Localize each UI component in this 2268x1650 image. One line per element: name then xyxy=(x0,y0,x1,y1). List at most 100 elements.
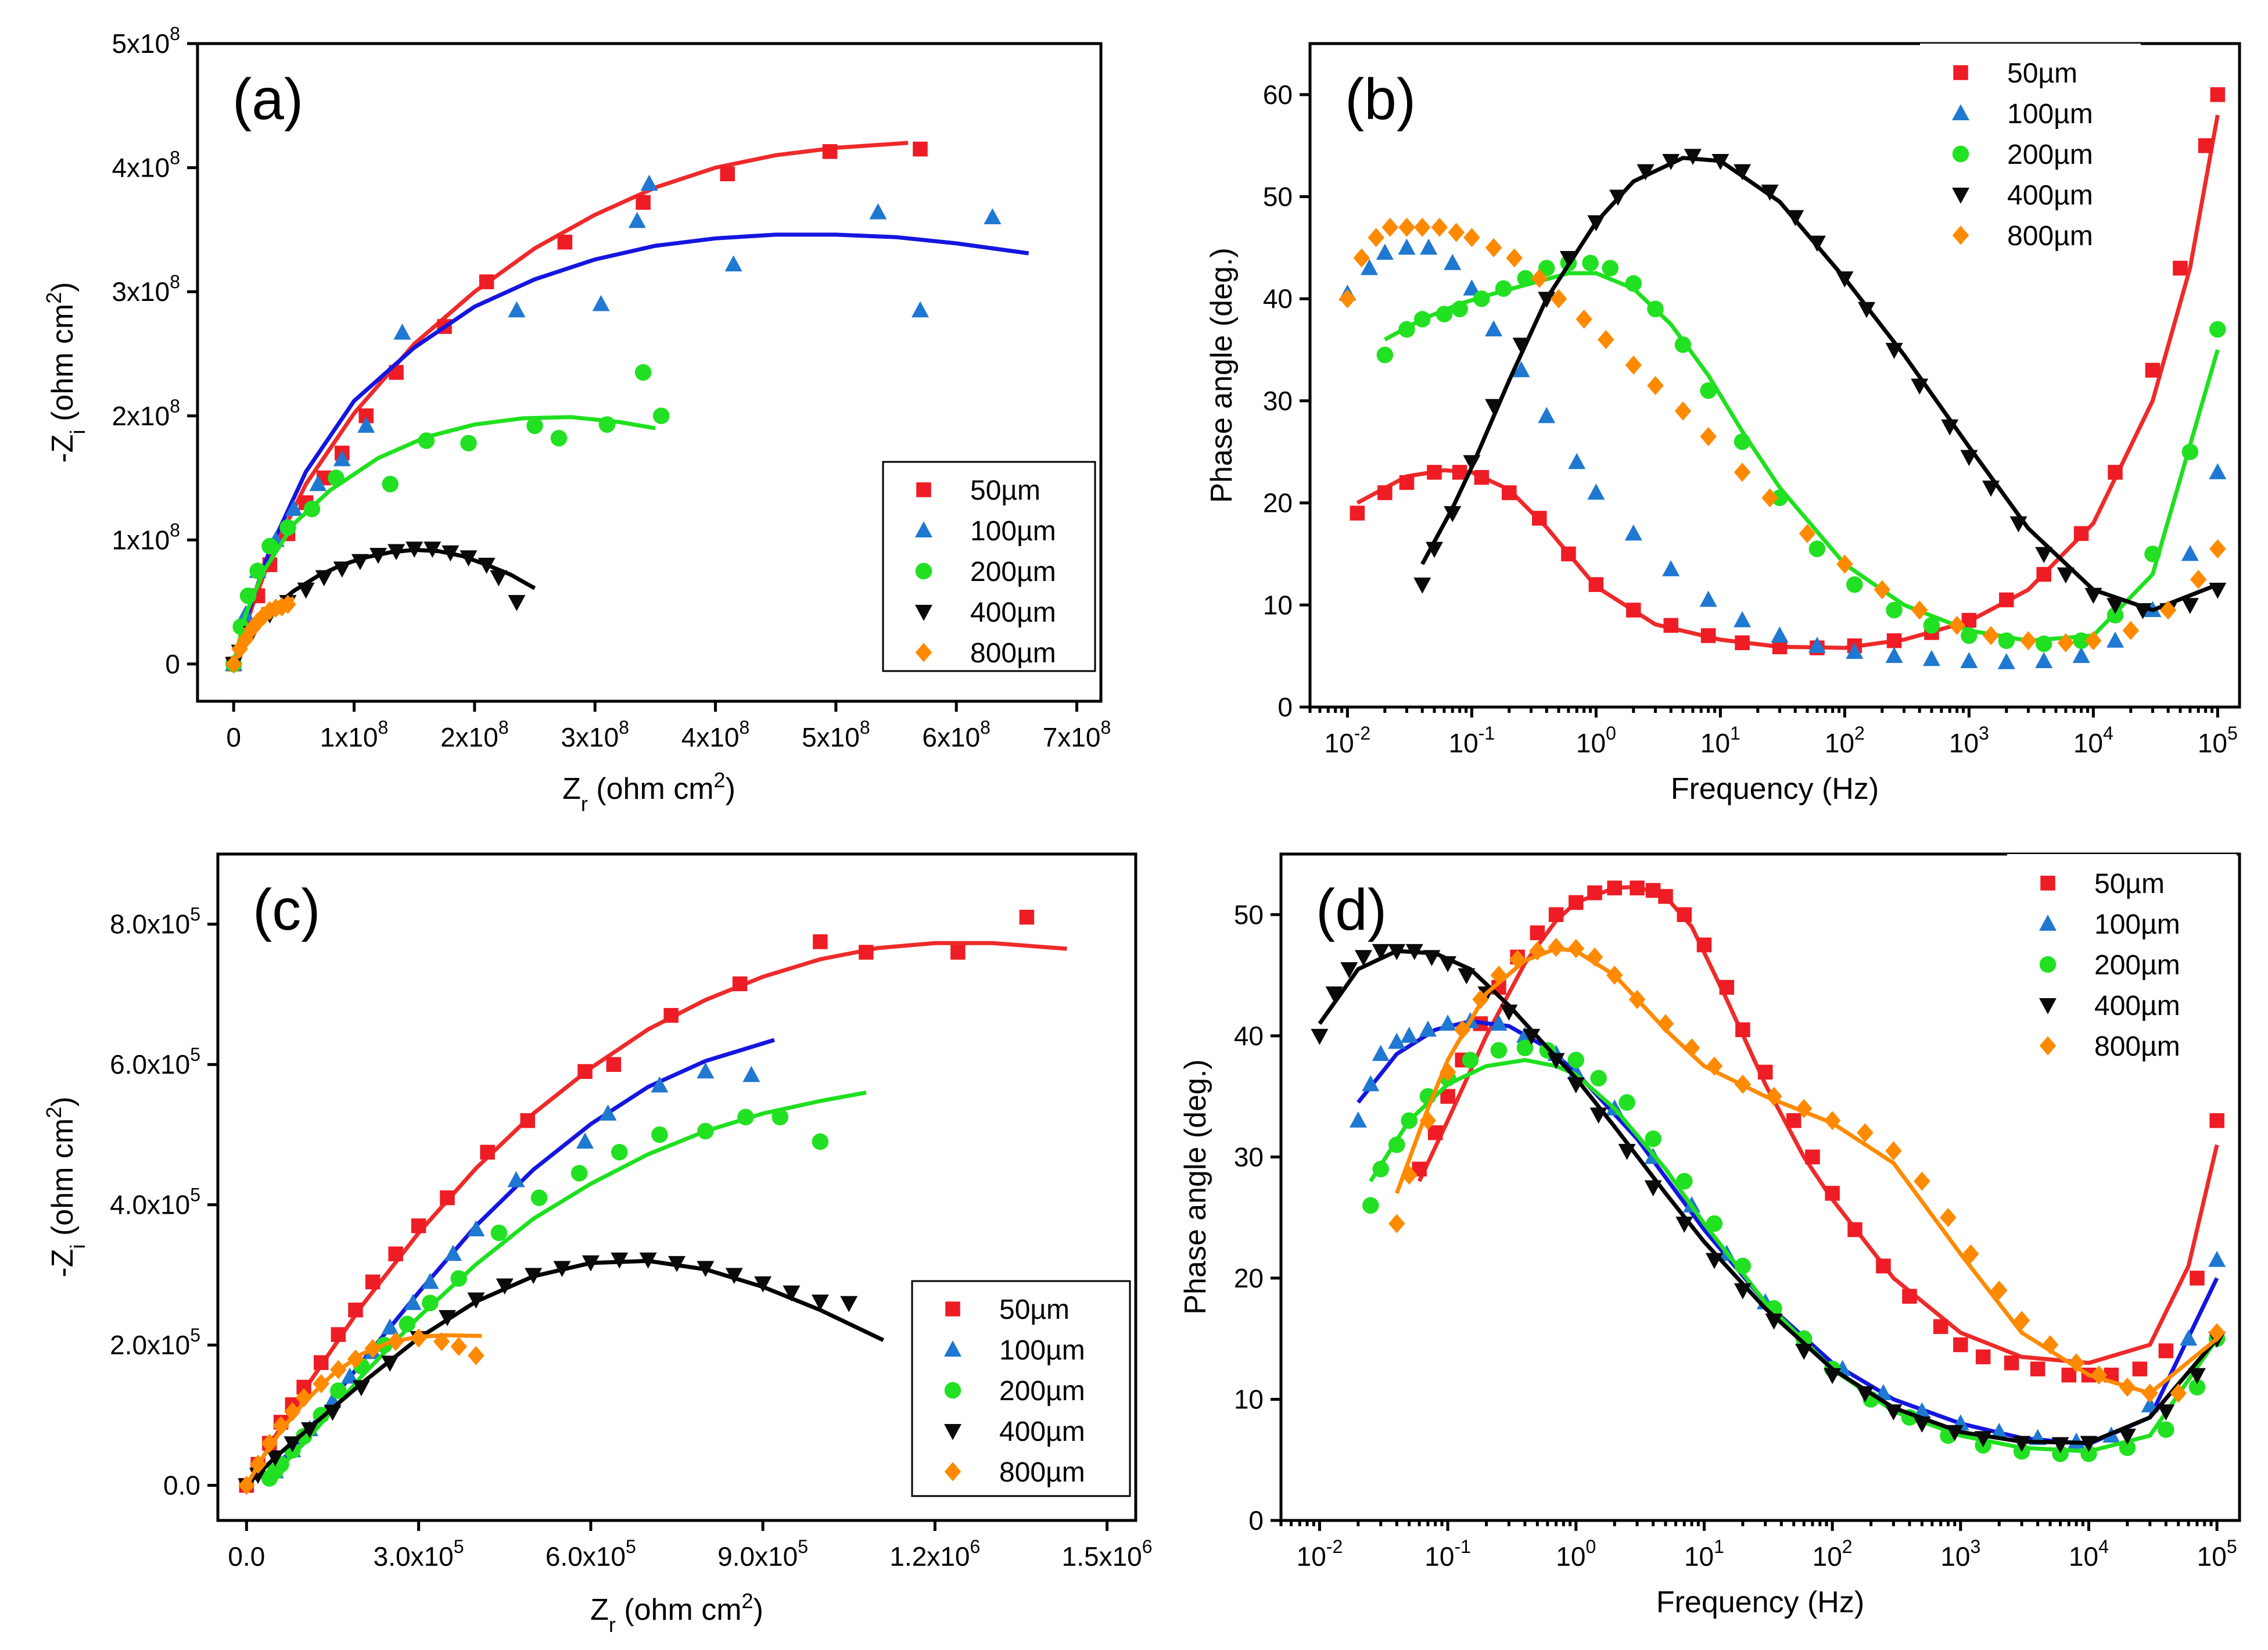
panel-a-point-100µm xyxy=(724,255,742,272)
panel-a-legend-marker-800µm xyxy=(915,643,932,662)
panel-b-fit-line-50µm xyxy=(1356,114,2220,650)
panel-d-point-400µm xyxy=(1913,1416,1931,1433)
panel-c-legend-marker-400µm xyxy=(944,1424,961,1440)
panel-b-legend-label: 400µm xyxy=(2007,180,2093,211)
panel-b-point-400µm xyxy=(1808,235,1826,252)
panel-b-point-200µm xyxy=(1961,627,1978,644)
panel-b-point-200µm xyxy=(1700,382,1717,399)
panel-b-ytick-label: 30 xyxy=(1263,386,1293,416)
panel-a-point-50µm xyxy=(822,144,838,159)
panel-d-point-800µm xyxy=(1454,1020,1471,1039)
panel-c-point-800µm xyxy=(347,1349,364,1369)
panel-b-point-800µm xyxy=(1431,217,1448,237)
panel-c-point-800µm xyxy=(238,1476,255,1495)
panel-b-point-200µm xyxy=(1886,601,1903,619)
panel-d-point-400µm xyxy=(1500,1005,1518,1021)
panel-c-point-400µm xyxy=(553,1261,571,1278)
panel-d-xtick-label: 10-1 xyxy=(1424,1536,1471,1572)
panel-b-xtick-label: 105 xyxy=(2198,723,2238,758)
panel-c-point-800µm xyxy=(313,1374,329,1394)
panel-b-point-400µm xyxy=(2035,547,2053,564)
panel-c-point-400µm xyxy=(381,1355,399,1372)
panel-c-xtick-label: 3.0x105 xyxy=(374,1536,464,1572)
panel-d-xtick-label: 10-2 xyxy=(1297,1536,1343,1572)
panel-d-point-200µm xyxy=(1734,1257,1752,1275)
panel-b-point-100µm xyxy=(1960,652,1978,668)
panel-d-point-400µm xyxy=(1618,1143,1636,1160)
panel-d-point-100µm xyxy=(1439,1014,1457,1031)
panel-c-series-400µm xyxy=(238,1252,885,1495)
panel-d-point-800µm xyxy=(1962,1244,1979,1264)
panel-d-point-200µm xyxy=(1401,1112,1418,1129)
panel-d-point-400µm xyxy=(1824,1368,1842,1384)
panel-c-point-800µm xyxy=(410,1328,427,1348)
panel-d-xtick-label: 101 xyxy=(1684,1536,1724,1572)
panel-d-point-200µm xyxy=(1676,1172,1693,1190)
panel-d-legend-marker-50µm xyxy=(2040,876,2055,891)
panel-b-point-100µm xyxy=(1587,483,1605,500)
panel-b-point-800µm xyxy=(1598,330,1614,350)
panel-d-point-400µm xyxy=(1856,1386,1874,1402)
panel-d-point-50µm xyxy=(1645,883,1661,898)
panel-d-point-400µm xyxy=(1885,1404,1903,1421)
panel-b-point-800µm xyxy=(1381,217,1398,237)
panel-b-fit-line-200µm xyxy=(1384,271,2220,643)
panel-c-point-50µm xyxy=(1019,909,1035,925)
panel-d-point-100µm xyxy=(1388,1032,1406,1049)
panel-b-ytick-label: 0 xyxy=(1277,692,1293,722)
panel-b-point-800µm xyxy=(1398,217,1415,237)
panel-d-xtick-label: 102 xyxy=(1813,1536,1853,1572)
panel-d-point-50µm xyxy=(1847,1222,1863,1238)
panel-b-point-200µm xyxy=(2106,607,2124,624)
panel-a-legend-marker-400µm xyxy=(915,605,932,621)
panel-b-point-800µm xyxy=(2085,631,2102,651)
panel-d-point-400µm xyxy=(2118,1429,2136,1445)
panel-c-point-200µm xyxy=(812,1133,829,1150)
panel-c-frame xyxy=(216,852,1137,1522)
panel-b-point-100µm xyxy=(1846,643,1864,659)
panel-b-point-800µm xyxy=(1874,580,1891,600)
panel-a-point-200µm xyxy=(418,432,435,449)
panel-b-point-400µm xyxy=(1885,343,1903,359)
panel-b-xtick-label: 103 xyxy=(1949,723,1989,758)
panel-d-point-50µm xyxy=(1876,1258,1891,1274)
panel-b-xtick-label: 100 xyxy=(1576,723,1616,758)
panel-d-ytick-label: 0 xyxy=(1248,1505,1264,1536)
panel-b-point-50µm xyxy=(1399,475,1415,490)
panel-a-xtick-label: 3x108 xyxy=(561,717,629,752)
panel-b-point-400µm xyxy=(1786,210,1804,227)
panel-a-point-400µm xyxy=(387,544,405,561)
panel-d-point-800µm xyxy=(1388,1214,1405,1233)
panel-c-point-400µm xyxy=(725,1268,743,1285)
panel-b-point-400µm xyxy=(2181,598,2199,615)
panel-b-point-800µm xyxy=(1506,248,1523,268)
panel-b-point-800µm xyxy=(1911,600,1928,620)
panel-a-point-400µm xyxy=(490,570,508,587)
panel-a-legend-label: 50µm xyxy=(970,475,1040,506)
panel-b-point-50µm xyxy=(1561,546,1576,562)
panel-a-point-100µm xyxy=(357,417,375,433)
panel-b-point-800µm xyxy=(1368,228,1384,248)
panel-a-point-800µm xyxy=(279,594,296,614)
panel-a-point-50µm xyxy=(636,195,651,210)
panel-b-point-200µm xyxy=(2181,443,2199,461)
panel-d-legend-marker-400µm xyxy=(2039,998,2057,1014)
panel-b-legend-label: 800µm xyxy=(2007,221,2093,252)
panel-b-point-800µm xyxy=(1531,268,1548,288)
panel-b-legend-marker-50µm xyxy=(1953,65,1968,80)
panel-b-legend-marker-200µm xyxy=(1952,145,1969,163)
panel-b-point-800µm xyxy=(1761,488,1778,508)
panel-a-legend: 50µm 100µm 200µm 400µm 800µm xyxy=(882,461,1096,672)
panel-c-point-200µm xyxy=(570,1165,588,1182)
panel-b-point-400µm xyxy=(1425,541,1443,558)
panel-c-point-50µm xyxy=(732,976,748,992)
panel-c-point-200µm xyxy=(697,1122,714,1140)
panel-b-xtick-label: 10-2 xyxy=(1325,723,1371,758)
panel-b-point-200µm xyxy=(1846,576,1863,593)
panel-a-ytick-label: 4x108 xyxy=(112,148,180,183)
panel-a-point-100µm xyxy=(393,323,411,340)
panel-a-label: (a) xyxy=(232,67,303,132)
panel-c-ticks: 0.0 3.0x105 6.0x105 9.0x105 1.2x106 1.5x106 0.… xyxy=(110,904,1153,1572)
panel-b-point-50µm xyxy=(1886,633,1902,648)
panel-d-point-800µm xyxy=(1795,1099,1813,1118)
